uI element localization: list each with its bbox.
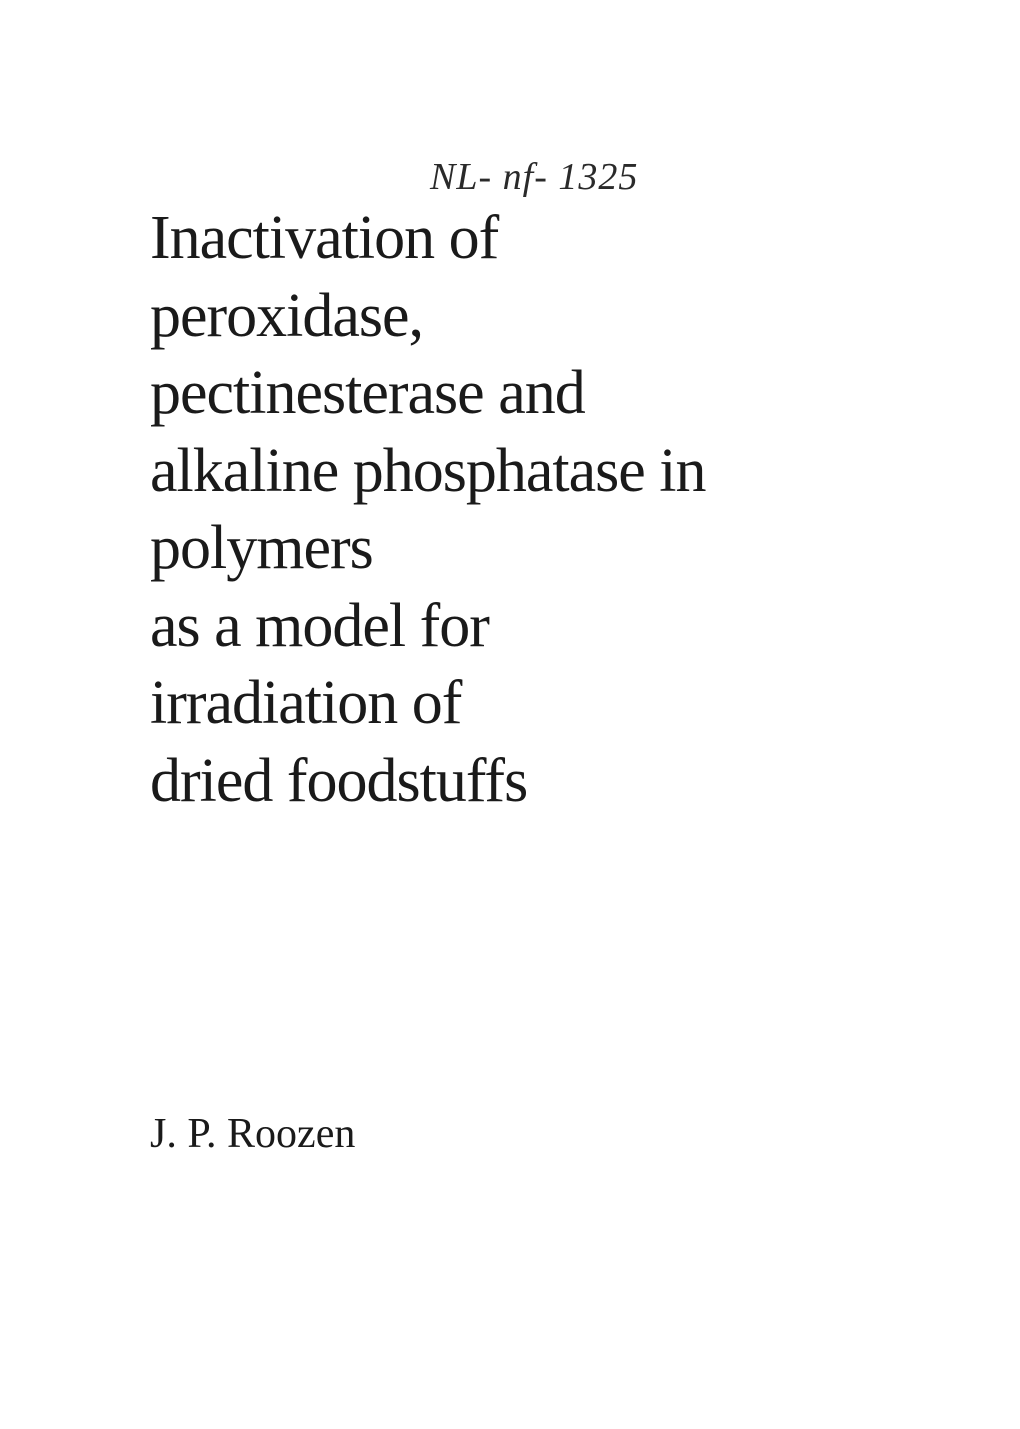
title-line-4: alkaline phosphatase in [150, 433, 950, 511]
title-block: Inactivation of peroxidase, pectinestera… [150, 200, 950, 820]
document-page: NL- nf- 1325 Inactivation of peroxidase,… [0, 0, 1020, 1429]
title-line-6: as a model for [150, 588, 950, 666]
title-line-3: pectinesterase and [150, 355, 950, 433]
author-name: J. P. Roozen [150, 1110, 950, 1158]
title-line-5: polymers [150, 510, 950, 588]
title-line-7: irradiation of [150, 665, 950, 743]
title-line-2: peroxidase, [150, 278, 950, 356]
title-line-1: Inactivation of [150, 200, 950, 278]
title-line-8: dried foodstuffs [150, 743, 950, 821]
handwritten-annotation: NL- nf- 1325 [430, 155, 638, 199]
